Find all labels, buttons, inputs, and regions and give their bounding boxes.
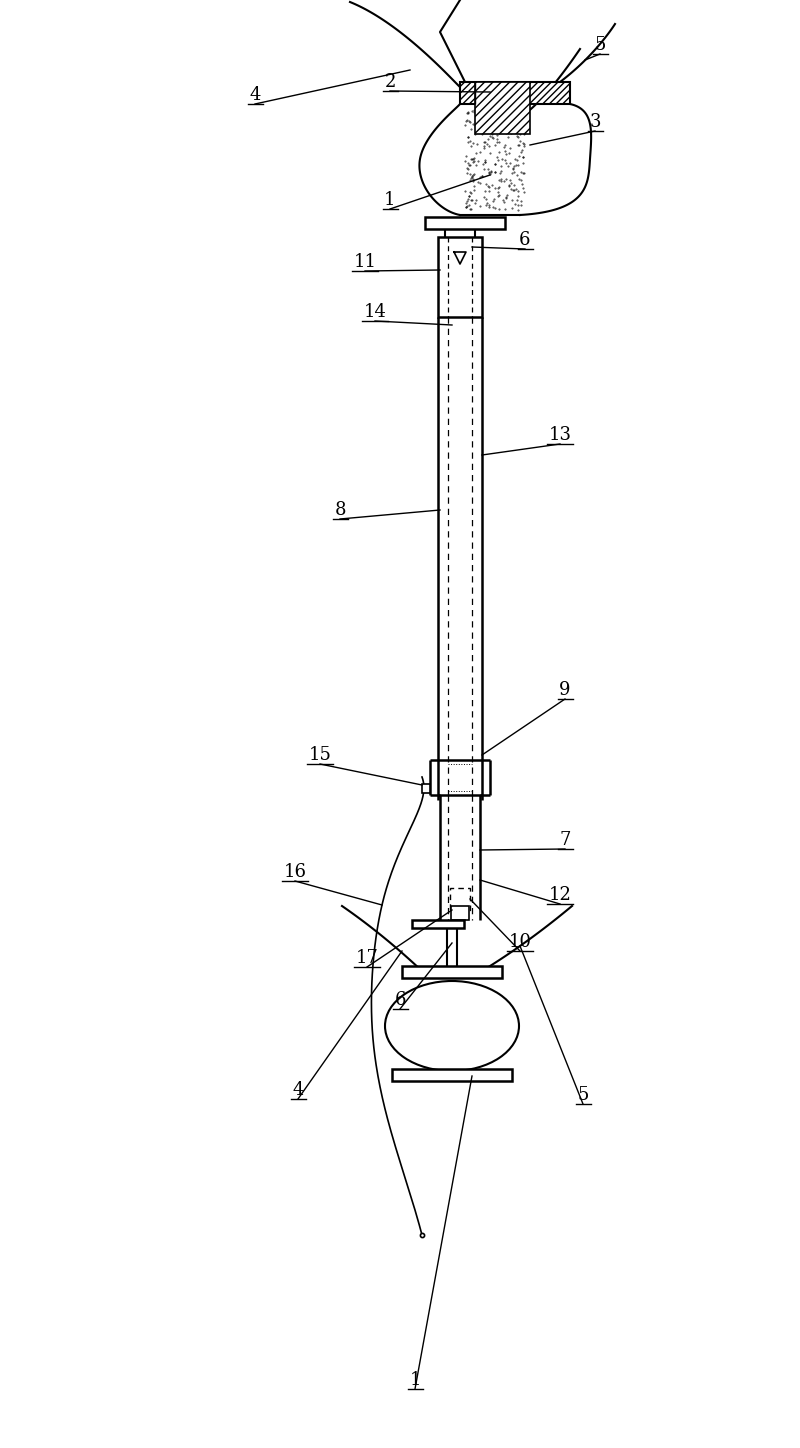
Bar bbox=[450, 888, 470, 909]
Text: 4: 4 bbox=[250, 85, 261, 104]
Bar bbox=[451, 906, 469, 919]
Bar bbox=[438, 237, 482, 317]
Text: 12: 12 bbox=[549, 886, 571, 904]
Text: 4: 4 bbox=[292, 1082, 304, 1099]
Bar bbox=[392, 1069, 512, 1082]
Text: 8: 8 bbox=[334, 501, 346, 518]
Bar bbox=[402, 966, 502, 977]
Text: 15: 15 bbox=[309, 746, 331, 765]
Text: 10: 10 bbox=[509, 933, 531, 951]
Text: 11: 11 bbox=[354, 253, 377, 271]
Text: 1: 1 bbox=[410, 1371, 421, 1389]
Text: 5: 5 bbox=[578, 1086, 589, 1103]
Ellipse shape bbox=[385, 980, 519, 1072]
Text: 16: 16 bbox=[283, 863, 306, 880]
Text: 13: 13 bbox=[549, 426, 571, 445]
Text: 5: 5 bbox=[594, 36, 606, 54]
Text: 6: 6 bbox=[519, 232, 530, 249]
Bar bbox=[425, 217, 505, 229]
Text: 2: 2 bbox=[384, 72, 396, 91]
Text: 3: 3 bbox=[590, 113, 601, 130]
Text: 6: 6 bbox=[394, 990, 406, 1009]
Text: 9: 9 bbox=[559, 681, 570, 699]
Bar bbox=[475, 83, 530, 135]
Bar bbox=[460, 83, 570, 104]
Bar bbox=[422, 783, 430, 794]
Text: 7: 7 bbox=[559, 831, 570, 849]
Text: 14: 14 bbox=[363, 303, 386, 321]
Text: 1: 1 bbox=[384, 191, 396, 209]
Bar bbox=[412, 919, 464, 928]
Text: 17: 17 bbox=[355, 948, 378, 967]
